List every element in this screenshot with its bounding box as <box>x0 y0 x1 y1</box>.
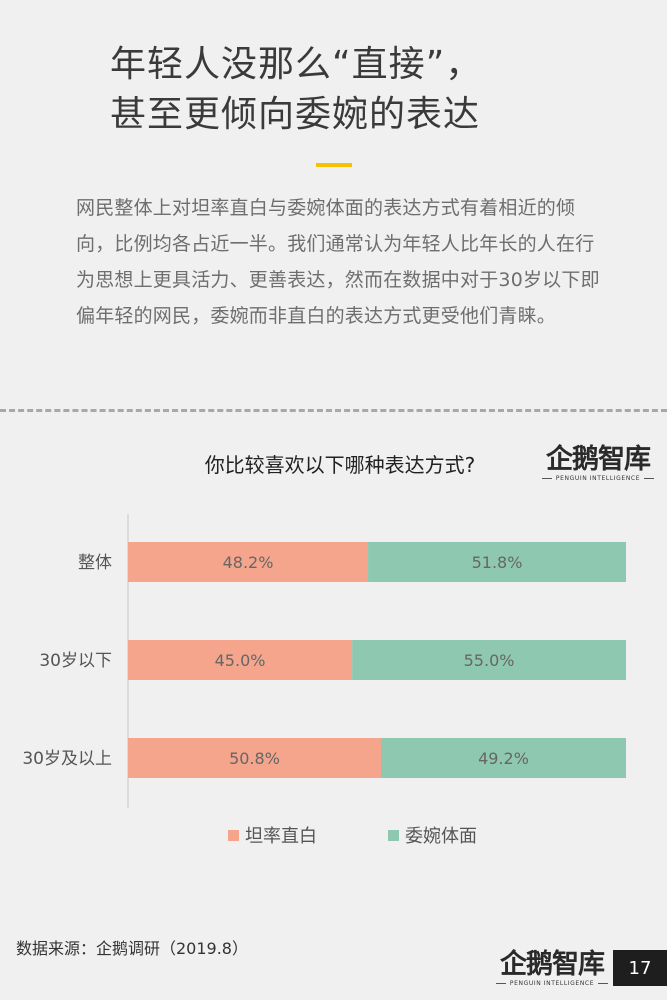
logo-text: 企鹅智库 <box>546 444 651 475</box>
bar-segment-frank <box>128 738 381 778</box>
logo-subtitle-footer: PENGUIN INTELLIGENCE <box>509 980 595 987</box>
legend-label-frank: 坦率直白 <box>245 826 317 847</box>
category-label: 30岁以下 <box>39 651 112 671</box>
title-accent-bar <box>316 163 352 167</box>
bar-segment-tactful <box>352 640 626 680</box>
data-label: 50.8% <box>229 749 280 768</box>
category-label: 整体 <box>78 553 112 573</box>
logo-rule-right <box>644 478 654 479</box>
legend-item-frank: 坦率直白 <box>228 822 317 848</box>
intro-paragraph: 网民整体上对坦率直白与委婉体面的表达方式有着相近的倾向，比例均各占近一半。我们通… <box>76 197 600 327</box>
dashed-divider <box>0 409 667 412</box>
category-label: 30岁及以上 <box>22 749 112 769</box>
bar-segment-tactful <box>368 542 626 582</box>
penguin-intelligence-logo: 企鹅智库 PENGUIN INTELLIGENCE <box>542 437 654 493</box>
title-line-2: 甚至更倾向委婉的表达 <box>110 94 481 135</box>
data-label: 49.2% <box>478 749 529 768</box>
bar-segment-frank <box>128 640 353 680</box>
logo-subtitle: PENGUIN INTELLIGENCE <box>555 475 641 482</box>
title-line-1: 年轻人没那么“直接”， <box>110 44 483 85</box>
page-number: 17 <box>613 950 667 986</box>
bar-segment-tactful <box>380 738 626 778</box>
data-label: 45.0% <box>215 651 266 670</box>
data-label: 48.2% <box>223 553 274 572</box>
data-label: 55.0% <box>464 651 515 670</box>
legend-label-tactful: 委婉体面 <box>405 826 477 847</box>
chart-title: 你比较喜欢以下哪种表达方式? <box>204 453 476 477</box>
page-title: 年轻人没那么“直接”， 甚至更倾向委婉的表达 <box>110 40 630 140</box>
logo-rule-left <box>542 478 552 479</box>
data-source: 数据来源：企鹅调研（2019.8） <box>16 939 248 958</box>
legend-swatch-tactful <box>388 829 399 841</box>
bar-segment-frank <box>128 542 369 582</box>
stacked-bar-chart: 整体 48.2% 51.8% 30岁以下 45.0% 55.0% 30岁及以上 50.8% 49… <box>22 514 626 808</box>
logo-rule-left-footer <box>496 983 506 984</box>
penguin-intelligence-logo-footer: 企鹅智库 PENGUIN INTELLIGENCE <box>496 942 608 998</box>
legend-swatch-frank <box>228 829 239 841</box>
logo-rule-right-footer <box>598 983 608 984</box>
legend-item-tactful: 委婉体面 <box>388 822 477 848</box>
logo-text-footer: 企鹅智库 <box>500 949 605 980</box>
data-label: 51.8% <box>472 553 523 572</box>
